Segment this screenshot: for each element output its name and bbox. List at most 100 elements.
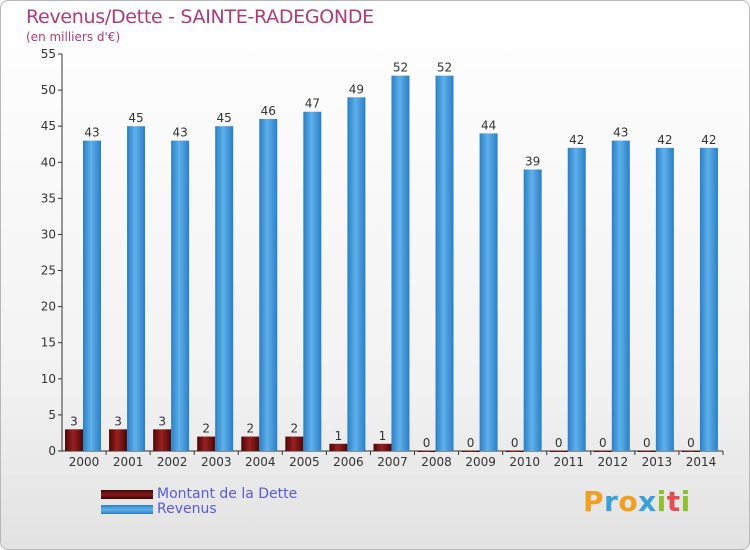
data-label-dette: 3 [70, 414, 78, 428]
bar-dette [681, 451, 700, 452]
y-tick-label: 0 [48, 444, 56, 458]
y-tick-label: 50 [41, 83, 56, 97]
y-tick-label: 45 [41, 119, 56, 133]
bar-revenus [347, 97, 366, 452]
data-label-dette: 2 [246, 422, 254, 436]
data-label-dette: 3 [114, 414, 122, 428]
data-label-revenus: 52 [437, 61, 452, 75]
y-tick-label: 15 [41, 336, 56, 350]
proxiti-logo: Proxiti [583, 485, 691, 518]
data-label-dette: 2 [291, 422, 299, 436]
data-label-revenus: 46 [261, 104, 276, 118]
bar-revenus [171, 140, 190, 452]
x-tick-label: 2009 [465, 455, 496, 469]
data-label-dette: 0 [467, 436, 475, 450]
logo-letter: i [680, 485, 691, 518]
bar-revenus [259, 118, 278, 452]
data-label-revenus: 49 [349, 82, 364, 96]
x-tick-label: 2013 [642, 455, 673, 469]
y-tick-label: 5 [48, 408, 56, 422]
bar-dette [461, 451, 480, 452]
bar-dette [329, 443, 348, 451]
bar-revenus [303, 111, 322, 451]
bar-revenus [391, 75, 410, 452]
x-tick-label: 2010 [509, 455, 540, 469]
bar-dette [637, 451, 656, 452]
data-label-revenus: 43 [84, 126, 99, 140]
bar-revenus [215, 126, 234, 451]
bar-revenus [435, 75, 454, 452]
data-label-dette: 2 [202, 422, 210, 436]
data-label-revenus: 47 [305, 97, 320, 111]
y-tick-label: 35 [41, 191, 56, 205]
bar-revenus [523, 169, 542, 451]
chart-title: Revenus/Dette - SAINTE-RADEGONDE [26, 6, 374, 28]
bar-revenus [611, 140, 630, 452]
data-label-dette: 0 [599, 436, 607, 450]
logo-letter: r [604, 485, 619, 518]
x-tick-label: 2003 [201, 455, 232, 469]
x-tick-label: 2011 [553, 455, 584, 469]
y-tick-label: 10 [41, 372, 56, 386]
x-tick-label: 2014 [686, 455, 717, 469]
y-tick-label: 30 [41, 227, 56, 241]
data-label-dette: 1 [379, 429, 387, 443]
x-tick-label: 2005 [289, 455, 320, 469]
x-tick-label: 2004 [245, 455, 276, 469]
logo-letter: i [656, 485, 667, 518]
bar-dette [285, 436, 304, 451]
x-tick-label: 2012 [598, 455, 629, 469]
bar-dette [197, 436, 216, 451]
bar-revenus [655, 147, 674, 451]
data-label-revenus: 42 [657, 133, 672, 147]
legend-swatch-revenus [101, 505, 153, 514]
bar-dette [505, 451, 524, 452]
y-tick-label: 40 [41, 155, 56, 169]
y-tick-label: 55 [41, 47, 56, 61]
data-label-revenus: 44 [481, 118, 496, 132]
data-label-dette: 0 [687, 436, 695, 450]
data-label-revenus: 42 [569, 133, 584, 147]
data-label-revenus: 43 [613, 126, 628, 140]
data-label-dette: 1 [335, 429, 343, 443]
bar-dette [109, 429, 128, 451]
bar-revenus [479, 133, 498, 451]
x-tick-label: 2000 [69, 455, 100, 469]
data-label-revenus: 45 [128, 111, 143, 125]
logo-letter: o [618, 485, 639, 518]
x-tick-label: 2006 [333, 455, 364, 469]
x-tick-label: 2002 [157, 455, 188, 469]
bar-dette [241, 436, 260, 451]
y-tick-label: 25 [41, 264, 56, 278]
bar-dette [153, 429, 172, 451]
data-label-dette: 0 [511, 436, 519, 450]
bar-revenus [83, 140, 101, 452]
x-tick-label: 2007 [377, 455, 408, 469]
data-label-revenus: 43 [172, 126, 187, 140]
bar-revenus [127, 126, 146, 451]
bar-revenus [567, 147, 586, 451]
bar-dette [65, 429, 83, 451]
data-label-revenus: 42 [701, 133, 716, 147]
data-label-dette: 0 [423, 436, 431, 450]
bar-dette [593, 451, 612, 452]
chart-subtitle: (en milliers d'€) [26, 30, 121, 44]
bar-dette [549, 451, 568, 452]
legend-label-revenus: Revenus [157, 501, 217, 517]
legend-label-dette: Montant de la Dette [157, 486, 298, 502]
bar-revenus [699, 147, 718, 451]
data-label-dette: 0 [555, 436, 563, 450]
logo-letter: P [583, 485, 605, 518]
data-label-dette: 3 [158, 414, 166, 428]
x-tick-label: 2001 [113, 455, 144, 469]
data-label-revenus: 39 [525, 154, 540, 168]
x-tick-label: 2008 [421, 455, 452, 469]
bar-dette [373, 443, 392, 451]
logo-letter: x [638, 485, 657, 518]
legend-swatch-dette [101, 490, 153, 499]
bar-dette [417, 451, 436, 452]
y-tick-label: 20 [41, 300, 56, 314]
data-label-dette: 0 [643, 436, 651, 450]
